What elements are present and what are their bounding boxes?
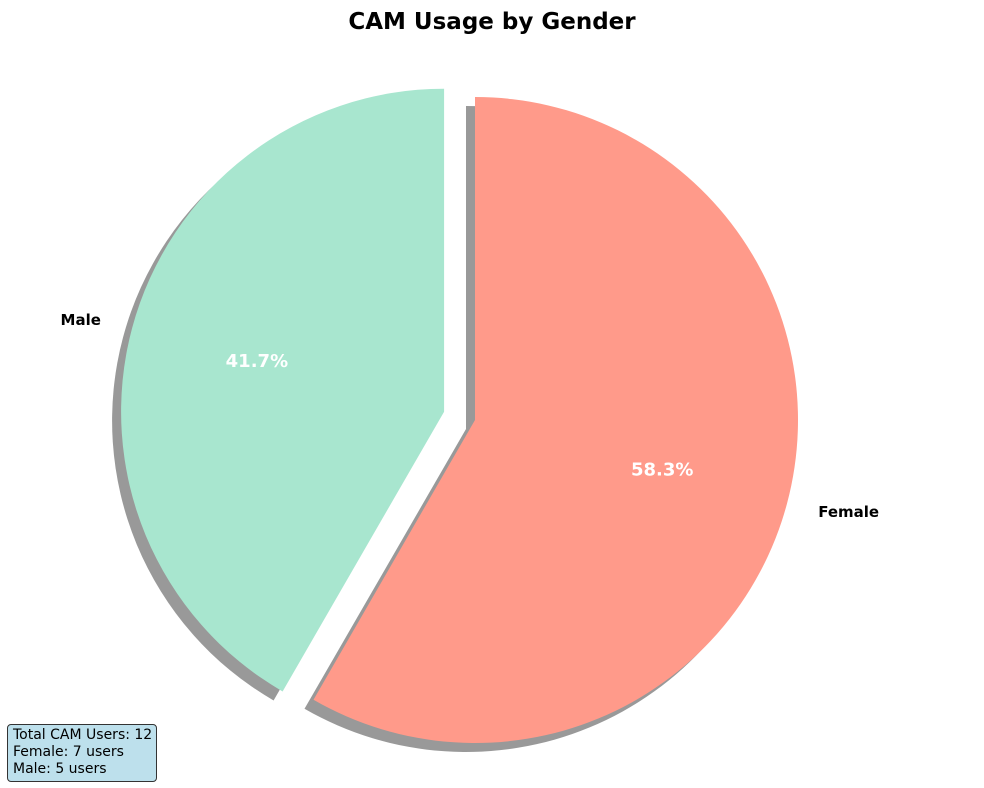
- pie-slice-layer: [121, 88, 799, 743]
- pie-slice-female: [313, 97, 799, 743]
- chart-title: CAM Usage by Gender: [348, 9, 636, 35]
- pie-label-layer: 58.3% Female 41.7% Male: [61, 311, 880, 521]
- slice-percent-female: 58.3%: [631, 460, 693, 481]
- slice-label-female: Female: [818, 503, 879, 521]
- summary-female: Female: 7 users: [13, 744, 124, 760]
- summary-box: Total CAM Users: 12 Female: 7 users Male…: [7, 724, 158, 782]
- slice-label-male: Male: [61, 311, 101, 329]
- pie-slice-male: [121, 88, 445, 692]
- summary-total: Total CAM Users: 12: [13, 727, 153, 743]
- slice-percent-male: 41.7%: [226, 351, 288, 372]
- summary-male: Male: 5 users: [13, 761, 107, 777]
